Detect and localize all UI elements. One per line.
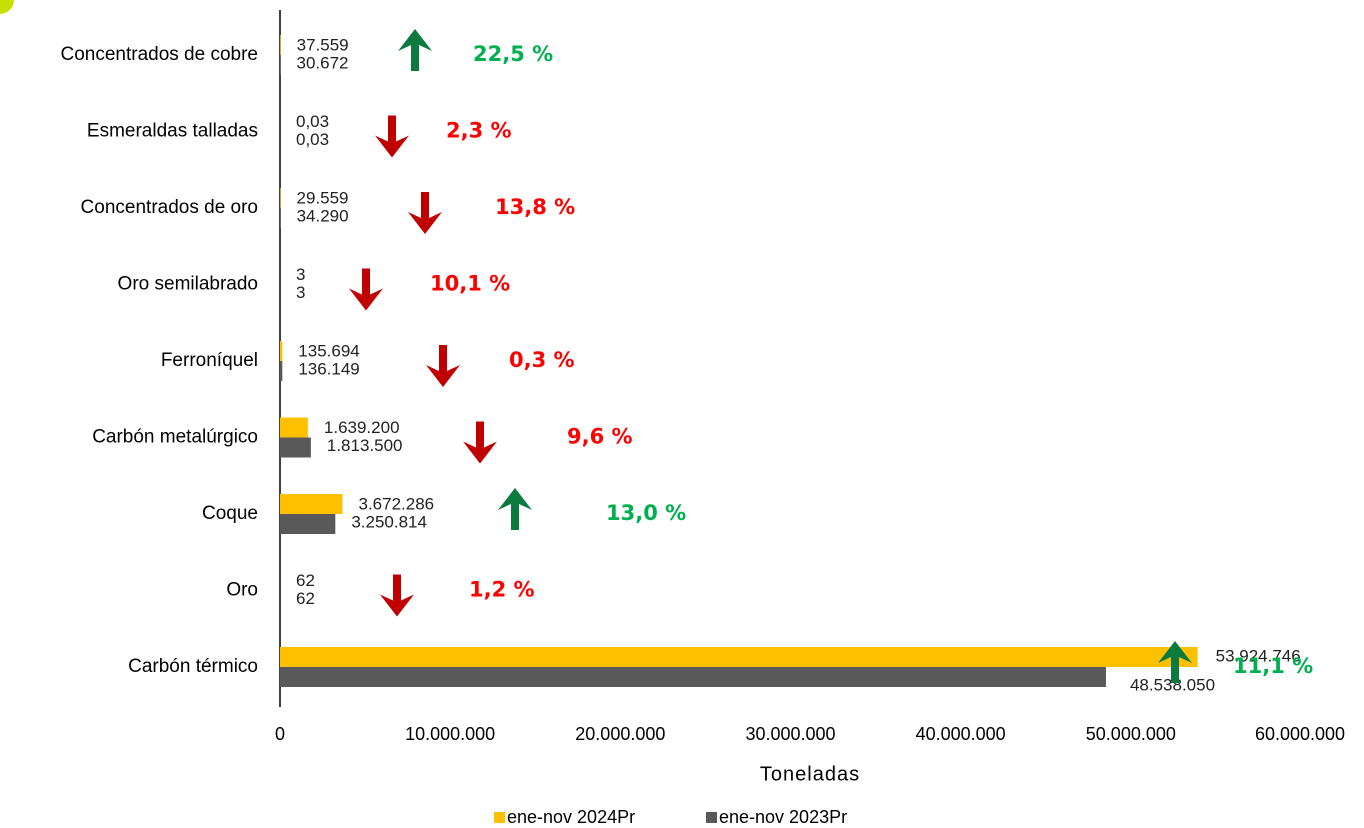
change-label: 2,3 % (446, 119, 512, 143)
value-label: 53.924.746 (1216, 646, 1301, 665)
category-label: Carbón térmico (128, 656, 258, 677)
category-label: Concentrados de oro (81, 197, 258, 218)
arrow-down (349, 268, 383, 311)
value-label: 3 (296, 265, 305, 284)
x-tick-label: 0 (275, 724, 285, 744)
arrow-down (375, 115, 409, 158)
bar (280, 514, 336, 534)
arrow-up (398, 29, 432, 71)
category-label: Oro (226, 580, 258, 601)
corner-decoration (0, 0, 14, 14)
bar (280, 55, 281, 75)
change-label: 10,1 % (430, 272, 510, 296)
change-label: 1,2 % (469, 578, 535, 602)
legend-label: ene-nov 2024Pr (507, 807, 635, 827)
value-label: 136.149 (298, 359, 359, 378)
value-label: 37.559 (297, 35, 349, 54)
change-label: 13,8 % (495, 195, 575, 219)
bar (280, 647, 1198, 667)
arrow-up (498, 488, 532, 530)
arrow-down (463, 421, 497, 464)
change-label: 9,6 % (567, 425, 633, 449)
x-tick-label: 10.000.000 (405, 724, 495, 744)
arrow-down (380, 574, 414, 617)
value-label: 3.672.286 (358, 494, 434, 513)
value-label: 29.559 (297, 188, 349, 207)
value-label: 34.290 (297, 206, 349, 225)
category-label: Concentrados de cobre (60, 44, 258, 65)
value-label: 1.639.200 (324, 418, 400, 437)
bar (280, 35, 281, 55)
change-label: 11,1 % (1233, 654, 1313, 678)
bar (280, 494, 343, 514)
category-label: Carbón metalúrgico (92, 427, 258, 448)
value-label: 135.694 (298, 341, 359, 360)
value-label: 1.813.500 (327, 436, 403, 455)
bar (280, 417, 308, 438)
value-label: 48.538.050 (1130, 675, 1215, 694)
value-label: 3.250.814 (351, 512, 427, 531)
value-label: 3 (296, 283, 305, 302)
value-label: 62 (296, 589, 315, 608)
value-label: 30.672 (297, 53, 349, 72)
x-tick-label: 50.000.000 (1086, 724, 1176, 744)
change-label: 13,0 % (606, 501, 686, 525)
x-tick-label: 40.000.000 (916, 724, 1006, 744)
category-label: Ferroníquel (161, 350, 258, 371)
category-label: Oro semilabrado (118, 274, 258, 295)
change-label: 0,3 % (509, 348, 575, 372)
x-tick-label: 60.000.000 (1255, 724, 1345, 744)
legend-label: ene-nov 2023Pr (719, 807, 847, 827)
arrow-down (426, 345, 460, 387)
bar (280, 188, 281, 208)
value-label: 0,03 (296, 130, 329, 149)
arrow-down (408, 192, 442, 234)
bar (280, 667, 1106, 687)
x-axis-label: Toneladas (760, 763, 860, 785)
bar (280, 361, 283, 381)
arrow-up (1158, 641, 1192, 683)
category-label: Esmeraldas talladas (87, 121, 258, 142)
bar (280, 341, 283, 361)
category-label: Coque (202, 503, 258, 524)
x-tick-label: 30.000.000 (745, 724, 835, 744)
bar (280, 437, 311, 458)
change-label: 22,5 % (473, 42, 553, 66)
legend-swatch (706, 812, 717, 823)
bar (280, 208, 281, 228)
legend-swatch (494, 812, 505, 823)
x-tick-label: 20.000.000 (575, 724, 665, 744)
value-label: 62 (296, 571, 315, 590)
value-label: 0,03 (296, 112, 329, 131)
